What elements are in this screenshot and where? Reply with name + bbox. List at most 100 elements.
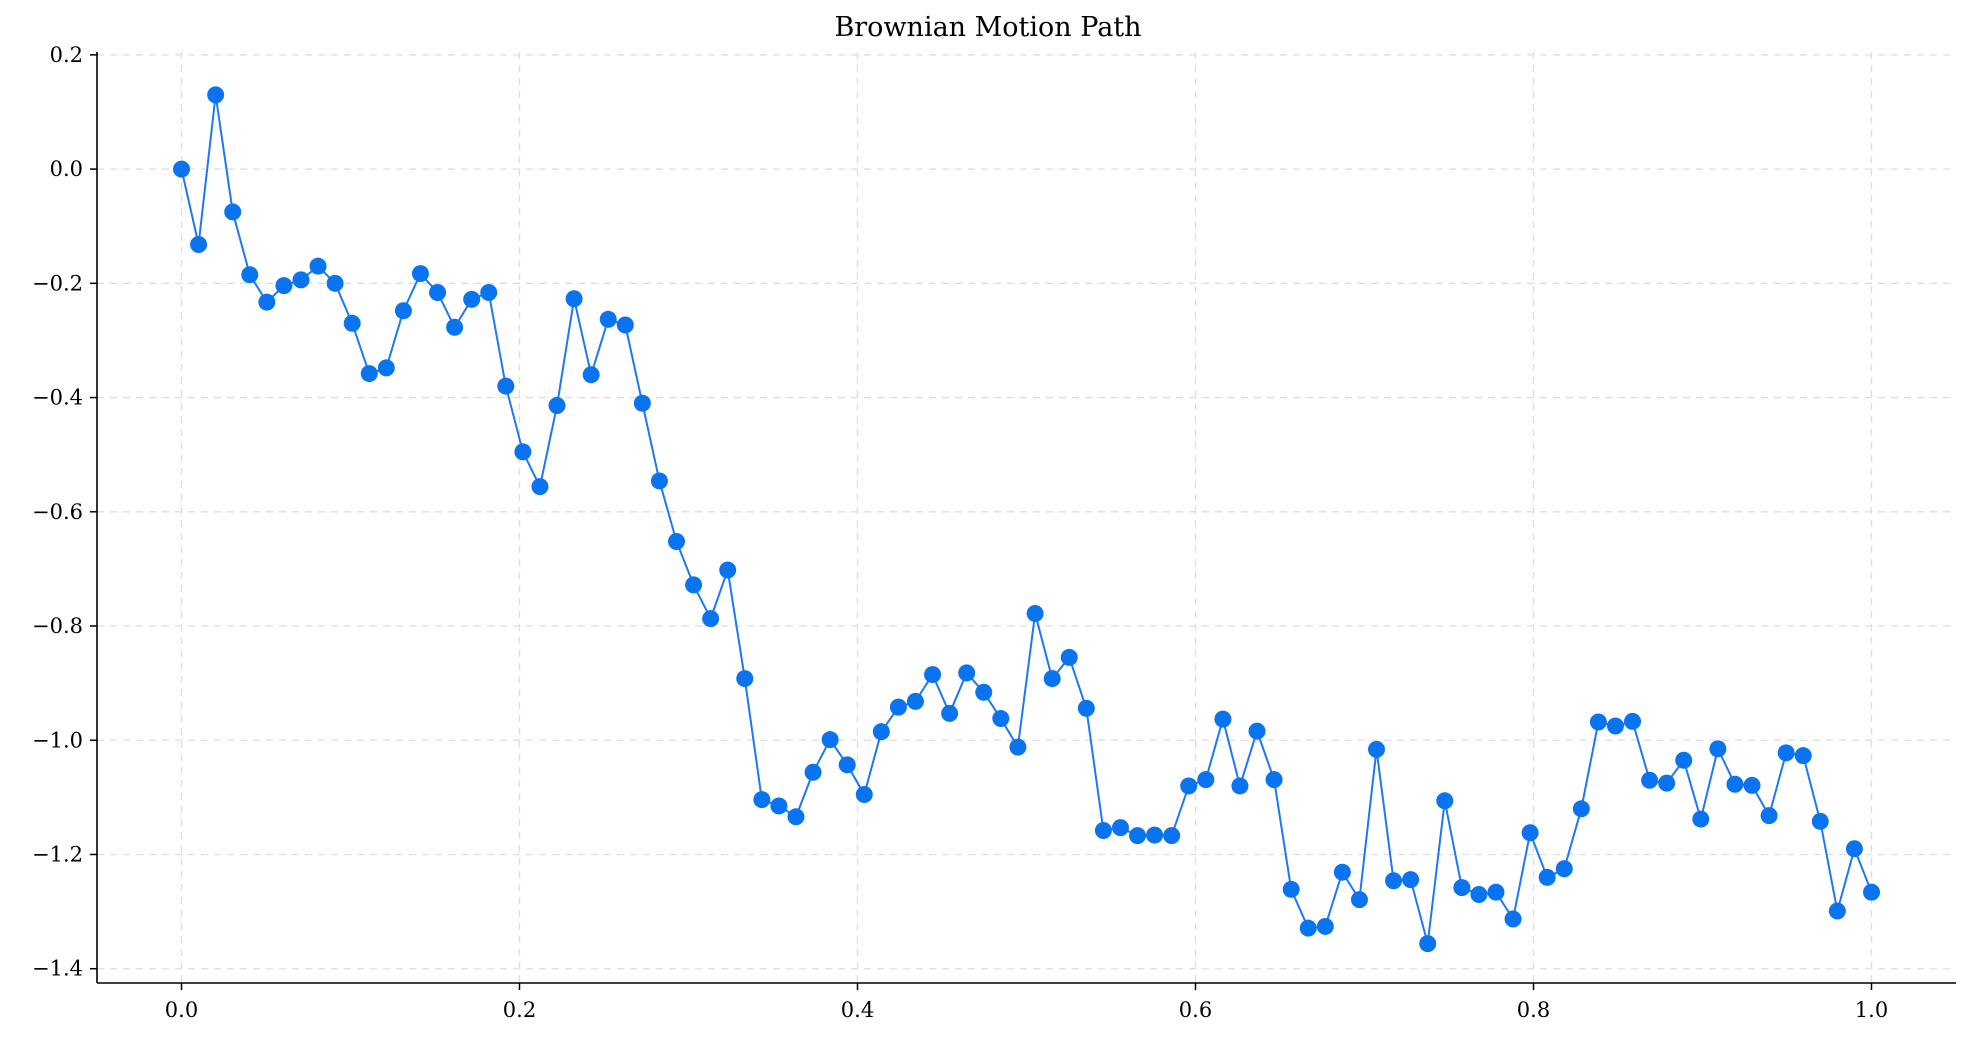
data-point bbox=[207, 86, 225, 104]
data-point bbox=[1077, 699, 1095, 717]
data-point bbox=[1760, 807, 1778, 825]
data-point bbox=[1129, 827, 1147, 845]
data-point bbox=[1658, 774, 1676, 792]
data-point bbox=[1094, 821, 1112, 839]
x-tick-label: 0.8 bbox=[1517, 998, 1550, 1022]
data-point bbox=[1743, 776, 1761, 794]
x-tick-label: 0.0 bbox=[165, 998, 198, 1022]
data-point bbox=[924, 666, 942, 684]
data-point bbox=[548, 397, 566, 415]
data-point bbox=[1828, 902, 1846, 920]
data-point bbox=[1060, 648, 1078, 666]
data-point bbox=[906, 692, 924, 710]
data-point bbox=[1265, 771, 1283, 789]
data-point bbox=[1675, 751, 1693, 769]
data-point bbox=[1299, 919, 1317, 937]
data-point bbox=[668, 532, 686, 550]
data-point bbox=[1009, 738, 1027, 756]
data-point bbox=[958, 664, 976, 682]
data-point bbox=[1146, 826, 1164, 844]
data-point bbox=[411, 265, 429, 283]
data-point bbox=[1624, 712, 1642, 730]
data-point bbox=[531, 478, 549, 496]
data-point bbox=[1470, 885, 1488, 903]
data-point bbox=[787, 808, 805, 826]
data-point bbox=[1197, 771, 1215, 789]
data-point bbox=[1504, 910, 1522, 928]
data-point bbox=[565, 290, 583, 308]
data-point bbox=[1709, 740, 1727, 758]
y-tick-label: −0.4 bbox=[32, 386, 83, 410]
data-point bbox=[1863, 883, 1880, 901]
y-tick-label: 0.2 bbox=[50, 43, 83, 67]
data-point bbox=[275, 277, 293, 295]
data-point bbox=[394, 302, 412, 320]
y-tick-label: −0.6 bbox=[32, 500, 83, 524]
data-point bbox=[446, 318, 464, 336]
data-point bbox=[1367, 740, 1385, 758]
data-point bbox=[429, 283, 447, 301]
data-point bbox=[1316, 917, 1334, 935]
data-point bbox=[258, 293, 276, 311]
data-point bbox=[1248, 722, 1266, 740]
data-point bbox=[1111, 819, 1129, 837]
data-point bbox=[1811, 812, 1829, 830]
data-point bbox=[1726, 775, 1744, 793]
x-tick-label: 1.0 bbox=[1855, 998, 1888, 1022]
data-point bbox=[292, 271, 310, 289]
data-point bbox=[838, 756, 856, 774]
data-point bbox=[463, 290, 481, 308]
x-tick-label: 0.6 bbox=[1179, 998, 1212, 1022]
data-point bbox=[821, 731, 839, 749]
data-point bbox=[480, 283, 498, 301]
data-point bbox=[1538, 868, 1556, 886]
data-point bbox=[309, 257, 327, 275]
data-point bbox=[1163, 827, 1181, 845]
data-point bbox=[497, 377, 515, 395]
data-point bbox=[1572, 800, 1590, 818]
data-point bbox=[1180, 777, 1198, 795]
data-point bbox=[941, 704, 959, 722]
data-point bbox=[377, 359, 395, 377]
data-point bbox=[685, 576, 703, 594]
data-point bbox=[514, 443, 532, 461]
data-point bbox=[343, 314, 361, 332]
data-point bbox=[770, 797, 788, 815]
chart-title: Brownian Motion Path bbox=[834, 12, 1142, 43]
data-point bbox=[855, 786, 873, 804]
data-point bbox=[1026, 604, 1044, 622]
data-point bbox=[1521, 824, 1539, 842]
data-point bbox=[1385, 872, 1403, 890]
series-line bbox=[180, 94, 1873, 944]
data-point bbox=[889, 698, 907, 716]
data-point bbox=[582, 366, 600, 384]
data-point bbox=[190, 235, 208, 253]
data-point bbox=[1641, 771, 1659, 789]
data-point bbox=[1845, 840, 1863, 858]
data-point bbox=[1282, 880, 1300, 898]
y-tick-label: −0.8 bbox=[32, 614, 83, 638]
data-point bbox=[173, 160, 190, 178]
data-point bbox=[1350, 891, 1368, 909]
x-tick-label: 0.2 bbox=[503, 998, 536, 1022]
data-point bbox=[1333, 863, 1351, 881]
data-point bbox=[1692, 810, 1710, 828]
data-point bbox=[1214, 710, 1232, 728]
y-tick-label: −1.4 bbox=[32, 957, 83, 981]
data-point bbox=[702, 610, 720, 628]
data-point bbox=[1043, 670, 1061, 688]
data-point bbox=[1555, 860, 1573, 878]
data-point bbox=[599, 310, 617, 328]
data-point bbox=[1606, 717, 1624, 735]
data-point bbox=[1402, 871, 1420, 889]
data-point bbox=[753, 791, 771, 809]
data-point bbox=[360, 365, 378, 383]
data-point bbox=[1419, 935, 1437, 953]
x-tick-label: 0.4 bbox=[841, 998, 874, 1022]
data-point bbox=[719, 561, 737, 579]
data-point bbox=[633, 394, 651, 412]
y-tick-label: 0.0 bbox=[50, 157, 83, 181]
data-point bbox=[650, 472, 668, 490]
